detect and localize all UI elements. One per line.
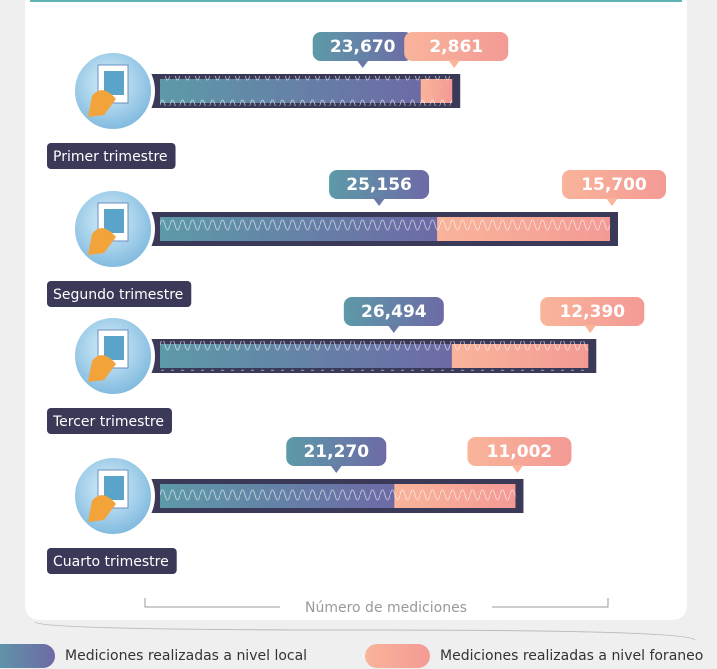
icon-dish (88, 495, 116, 522)
legend-label: Mediciones realizadas a nivel foraneo (440, 648, 703, 664)
bubble-tail (511, 465, 524, 473)
category-box (47, 408, 172, 434)
wave (160, 341, 589, 371)
value-label: 12,390 (559, 302, 625, 322)
wave (160, 481, 516, 511)
card-shadow (34, 621, 696, 641)
value-bubble (312, 32, 413, 61)
icon-dish (88, 228, 116, 255)
category-box (47, 143, 176, 169)
icon-doc (104, 336, 124, 360)
wave (160, 76, 453, 106)
icon-doc (104, 71, 124, 95)
category-box (47, 548, 177, 574)
bubble-tail (387, 325, 400, 333)
bubble-tail (356, 60, 369, 68)
value-bubble (286, 437, 387, 466)
value-label: 26,494 (361, 302, 427, 322)
value-label: 21,270 (303, 442, 369, 462)
value-bubble (404, 32, 509, 61)
value-label: 11,002 (487, 442, 553, 462)
icon-dish (88, 90, 116, 117)
value-bubble (467, 437, 572, 466)
bubble-tail (606, 198, 618, 206)
wave (160, 214, 610, 244)
value-label: 25,156 (346, 175, 412, 195)
bubble-tail (448, 60, 461, 68)
bubble-tail (330, 465, 343, 473)
value-label: 15,700 (581, 175, 647, 195)
value-bubble (343, 297, 444, 326)
bubble-tail (584, 325, 597, 333)
legend-swatch (0, 644, 55, 668)
x-axis-label: Número de mediciones (305, 600, 467, 616)
axis-bracket (144, 598, 609, 608)
value-label: 23,670 (330, 37, 396, 57)
value-label: 2,861 (429, 37, 483, 57)
value-bubble (540, 297, 645, 326)
bubble-tail (373, 198, 386, 206)
category-box (47, 281, 192, 307)
legend-label: Mediciones realizadas a nivel local (65, 648, 307, 664)
icon-doc (104, 209, 124, 233)
icon-dish (88, 355, 116, 382)
icon-doc (104, 476, 124, 500)
category-label: Primer trimestre (53, 149, 168, 165)
category-label: Tercer trimestre (52, 414, 164, 430)
value-bubble (562, 170, 666, 199)
category-label: Segundo trimestre (53, 287, 183, 303)
category-label: Cuarto trimestre (53, 554, 169, 570)
legend-swatch (365, 644, 430, 668)
value-bubble (329, 170, 430, 199)
